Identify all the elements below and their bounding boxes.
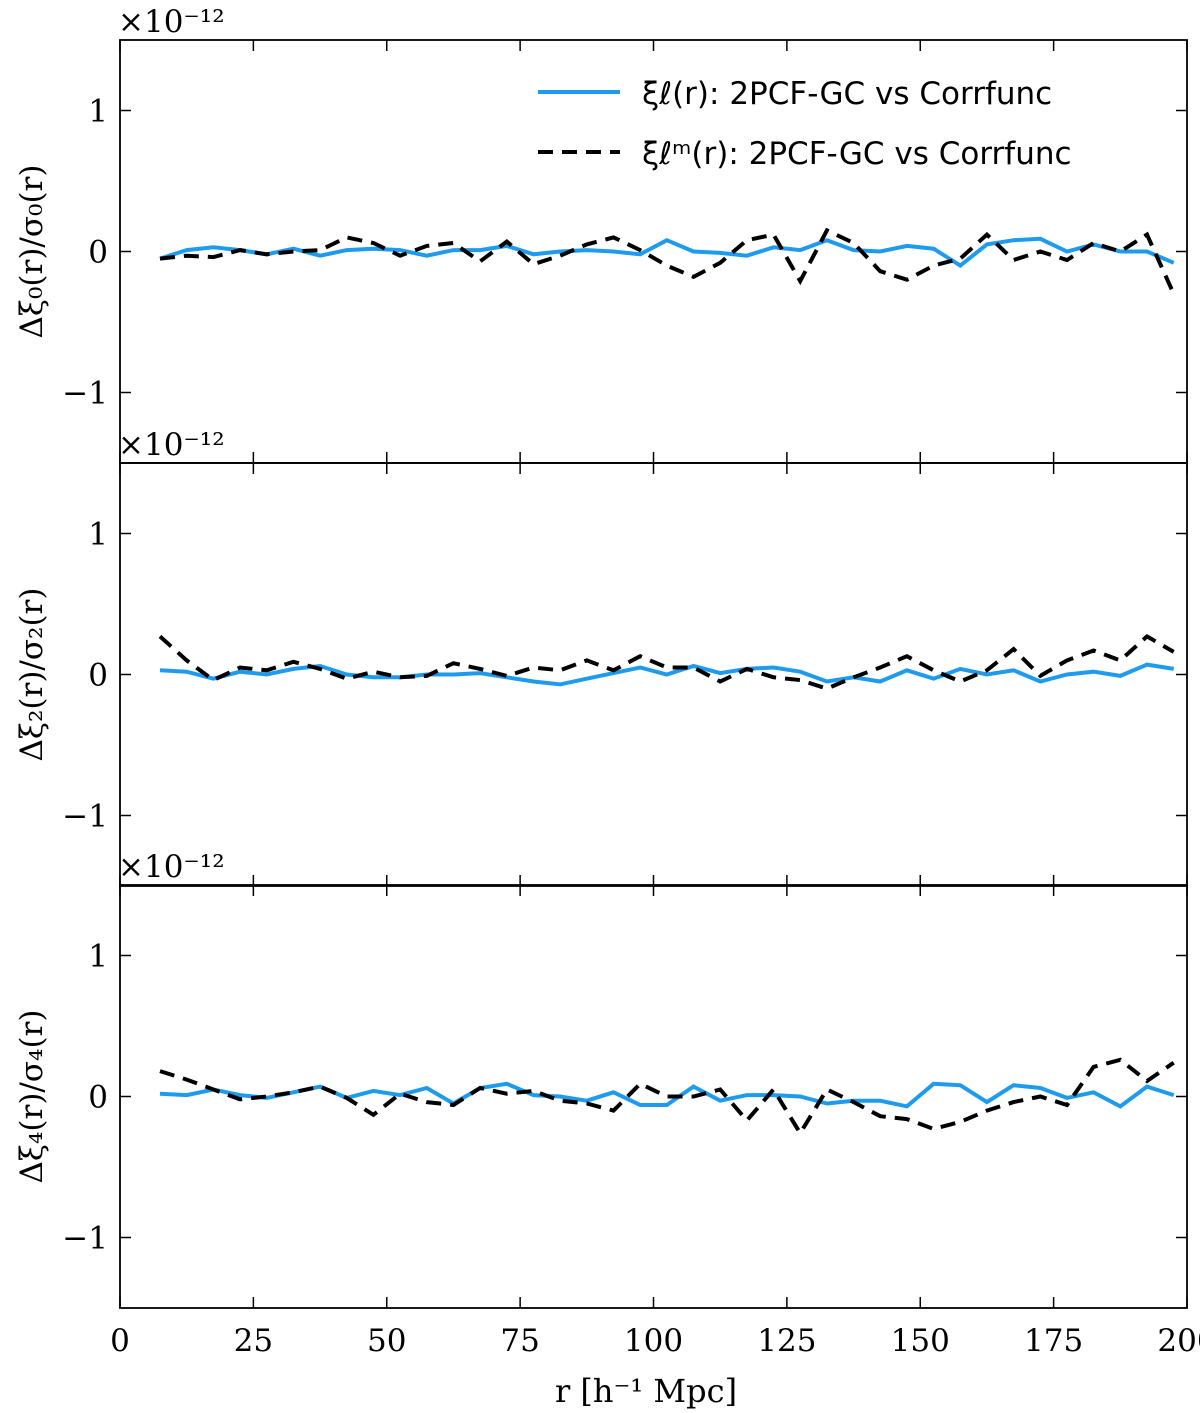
series-line-dashed <box>159 1057 1175 1138</box>
y-tick-label: −1 <box>62 799 108 835</box>
y-tick-label: −1 <box>62 1221 108 1257</box>
panel-2: −1 0 1 Δξ₄(r)/σ₄(r) ×10⁻¹² <box>14 849 1188 1309</box>
series-line-solid <box>159 662 1175 687</box>
x-tick-label: 25 <box>234 1323 273 1359</box>
x-tick-label: 150 <box>891 1323 950 1359</box>
x-tick-label: 0 <box>110 1323 130 1359</box>
panel-1: −1 0 1 Δξ₂(r)/σ₂(r) ×10⁻¹² <box>14 427 1188 887</box>
series-line-solid <box>159 236 1175 269</box>
y-tick-label: −1 <box>62 376 108 412</box>
panel-0: −1 0 1 Δξ₀(r)/σ₀(r) ×10⁻¹² <box>14 4 1188 464</box>
y-tick-label: 0 <box>88 235 108 271</box>
y-tick-label: 1 <box>88 517 108 553</box>
y-tick-label: 0 <box>88 1080 108 1116</box>
y-tick-label: 1 <box>88 94 108 130</box>
legend: ξℓ(r): 2PCF-GC vs Corrfunc ξℓᵐ(r): 2PCF-… <box>538 76 1072 172</box>
x-tick-label: 100 <box>624 1323 683 1359</box>
panels: −1 0 1 Δξ₀(r)/σ₀(r) ×10⁻¹² −1 0 1 Δξ₂(r)/σ₂(r) ×1… <box>14 4 1188 1309</box>
scale-factor-label: ×10⁻¹² <box>118 849 225 885</box>
series-line-dashed <box>158 633 1175 691</box>
legend-label-solid: ξℓ(r): 2PCF-GC vs Corrfunc <box>642 76 1052 112</box>
x-tick-label: 175 <box>1024 1323 1083 1359</box>
panel-frame <box>119 884 1188 1309</box>
x-axis-label: r [h⁻¹ Mpc] <box>555 1372 737 1410</box>
scale-factor-label: ×10⁻¹² <box>118 427 225 463</box>
x-tick-label: 125 <box>757 1323 816 1359</box>
x-tick-label: 75 <box>500 1323 539 1359</box>
y-tick-label: 0 <box>88 658 108 694</box>
y-axis-label: Δξ₂(r)/σ₂(r) <box>14 588 50 762</box>
x-axis: 0 25 50 75 100 125 150 175 200 <box>110 1323 1200 1359</box>
x-tick-label: 50 <box>367 1323 406 1359</box>
x-tick-label: 200 <box>1157 1323 1200 1359</box>
y-axis-label: Δξ₄(r)/σ₄(r) <box>14 1010 50 1184</box>
scale-factor-label: ×10⁻¹² <box>118 4 225 40</box>
legend-label-dashed: ξℓᵐ(r): 2PCF-GC vs Corrfunc <box>642 136 1072 172</box>
y-tick-label: 1 <box>88 939 108 975</box>
series-line-dashed <box>159 227 1176 295</box>
y-axis-label: Δξ₀(r)/σ₀(r) <box>14 165 50 339</box>
